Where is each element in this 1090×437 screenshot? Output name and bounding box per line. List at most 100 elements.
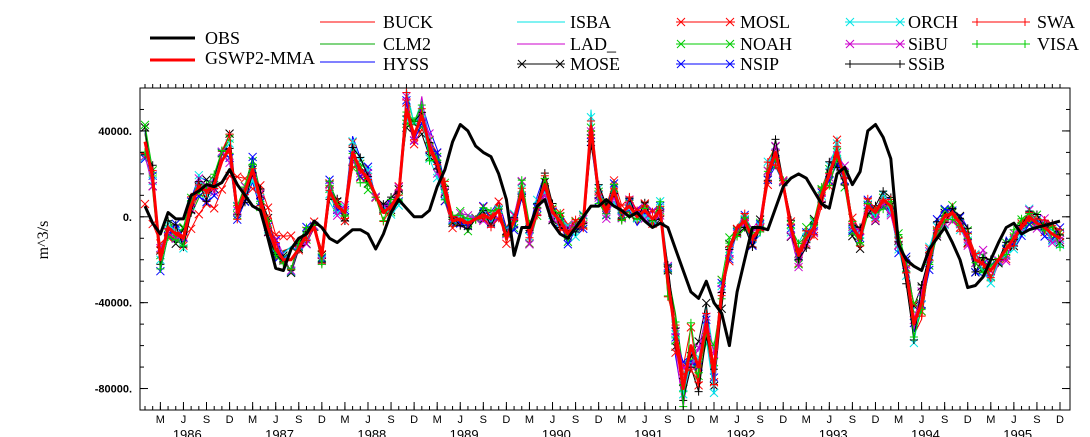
legend-label: NSIP: [740, 54, 779, 74]
y-tick-label: -80000.: [95, 384, 132, 396]
series-line-sibu: [144, 96, 1061, 369]
x-tick-label: S: [1033, 414, 1040, 426]
legend-label: MOSL: [740, 12, 790, 32]
x-tick-label: D: [687, 414, 695, 426]
legend-label: HYSS: [383, 54, 429, 74]
legend-item-noah: NOAH: [676, 34, 792, 54]
legend-label: CLM2: [383, 34, 431, 54]
x-year-label: 1991: [634, 427, 663, 437]
x-tick-label: M: [156, 414, 165, 426]
x-tick-label: J: [181, 414, 187, 426]
x-tick-label: M: [986, 414, 995, 426]
x-year-label: 1994: [911, 427, 940, 437]
y-tick-label: 0.: [123, 212, 132, 224]
x-tick-label: D: [226, 414, 234, 426]
x-tick-label: D: [964, 414, 972, 426]
x-tick-label: S: [664, 414, 671, 426]
series-line-gswp2-mma: [143, 108, 1061, 390]
series-isba: [144, 88, 1061, 378]
x-tick-label: M: [433, 414, 442, 426]
series-line-mosl: [144, 102, 1061, 386]
x-tick-label: J: [1011, 414, 1017, 426]
x-tick-label: S: [941, 414, 948, 426]
x-tick-label: M: [248, 414, 257, 426]
x-tick-label: M: [802, 414, 811, 426]
legend-label: ORCH: [908, 12, 958, 32]
x-tick-label: S: [849, 414, 856, 426]
legend-label: SWA: [1037, 12, 1075, 32]
legend-item-sibu: SiBU: [845, 34, 948, 54]
legend-label: SiBU: [908, 34, 948, 54]
series-line-isba: [144, 88, 1061, 378]
legend-item-obs: OBS: [150, 28, 240, 48]
legend-label: VISA: [1037, 34, 1079, 54]
y-tick-label: -40000.: [95, 298, 132, 310]
x-tick-label: M: [709, 414, 718, 426]
legend-item-orch: ORCH: [845, 12, 958, 32]
legend-item-hyss: HYSS: [320, 54, 429, 74]
x-tick-label: J: [273, 414, 279, 426]
x-year-label: 1986: [173, 427, 202, 437]
series-line-swa: [144, 92, 1061, 385]
x-tick-label: D: [1056, 414, 1064, 426]
legend-label: OBS: [205, 28, 240, 48]
x-year-label: 1992: [726, 427, 755, 437]
x-year-label: 1989: [450, 427, 479, 437]
y-axis-label: m^3/s: [35, 221, 52, 260]
x-tick-label: M: [617, 414, 626, 426]
legend-item-mosl: MOSL: [676, 12, 790, 32]
plot-area: [140, 88, 1065, 410]
x-tick-label: J: [827, 414, 833, 426]
legend-label: BUCK: [383, 12, 433, 32]
legend-label: LAD_: [570, 34, 617, 54]
axes: M J S D 1986 M J S D 1987 M J S D 1988 M J S D 1989 M J S D 1990…: [95, 84, 1070, 437]
x-tick-label: J: [550, 414, 556, 426]
x-tick-label: S: [572, 414, 579, 426]
legend-label: NOAH: [740, 34, 792, 54]
y-tick-label: 40000.: [98, 126, 132, 138]
legend-item-nsip: NSIP: [676, 54, 779, 74]
legend-label: SSiB: [908, 54, 945, 74]
x-year-label: 1988: [357, 427, 386, 437]
legend-item-gswp2-mma: GSWP2-MMA: [150, 48, 315, 68]
x-tick-label: D: [410, 414, 418, 426]
legend-item-clm2: CLM2: [320, 34, 431, 54]
x-year-label: 1993: [819, 427, 848, 437]
x-tick-label: M: [894, 414, 903, 426]
x-year-label: 1987: [265, 427, 294, 437]
x-tick-label: M: [525, 414, 534, 426]
legend-label: ISBA: [570, 12, 611, 32]
series-line-lad: [144, 96, 1061, 409]
x-tick-label: D: [318, 414, 326, 426]
plot-frame: [139, 87, 1071, 411]
x-tick-label: D: [502, 414, 510, 426]
legend-label: MOSE: [570, 54, 620, 74]
series-lines: [140, 88, 1065, 410]
x-tick-label: J: [642, 414, 648, 426]
x-year-label: 1995: [1003, 427, 1032, 437]
x-tick-label: J: [365, 414, 371, 426]
legend-item-swa: SWA: [972, 12, 1075, 32]
legend-item-mose: MOSE: [517, 54, 620, 74]
legend-item-isba: ISBA: [517, 12, 611, 32]
x-tick-label: S: [203, 414, 210, 426]
legend-label: GSWP2-MMA: [205, 48, 315, 68]
x-tick-label: D: [871, 414, 879, 426]
x-tick-label: S: [387, 414, 394, 426]
legend-item-visa: VISA: [972, 34, 1079, 54]
x-tick-label: M: [340, 414, 349, 426]
legend-item-ssib: SSiB: [845, 54, 945, 74]
series-lad: [144, 96, 1061, 409]
x-tick-label: S: [756, 414, 763, 426]
x-tick-label: J: [734, 414, 740, 426]
x-tick-label: J: [458, 414, 464, 426]
legend-item-buck: BUCK: [320, 12, 433, 32]
x-tick-label: S: [480, 414, 487, 426]
x-tick-label: S: [295, 414, 302, 426]
x-tick-label: J: [919, 414, 925, 426]
series-line-obs: [143, 123, 1061, 348]
series-line-nsip: [144, 100, 1061, 378]
x-tick-label: D: [595, 414, 603, 426]
